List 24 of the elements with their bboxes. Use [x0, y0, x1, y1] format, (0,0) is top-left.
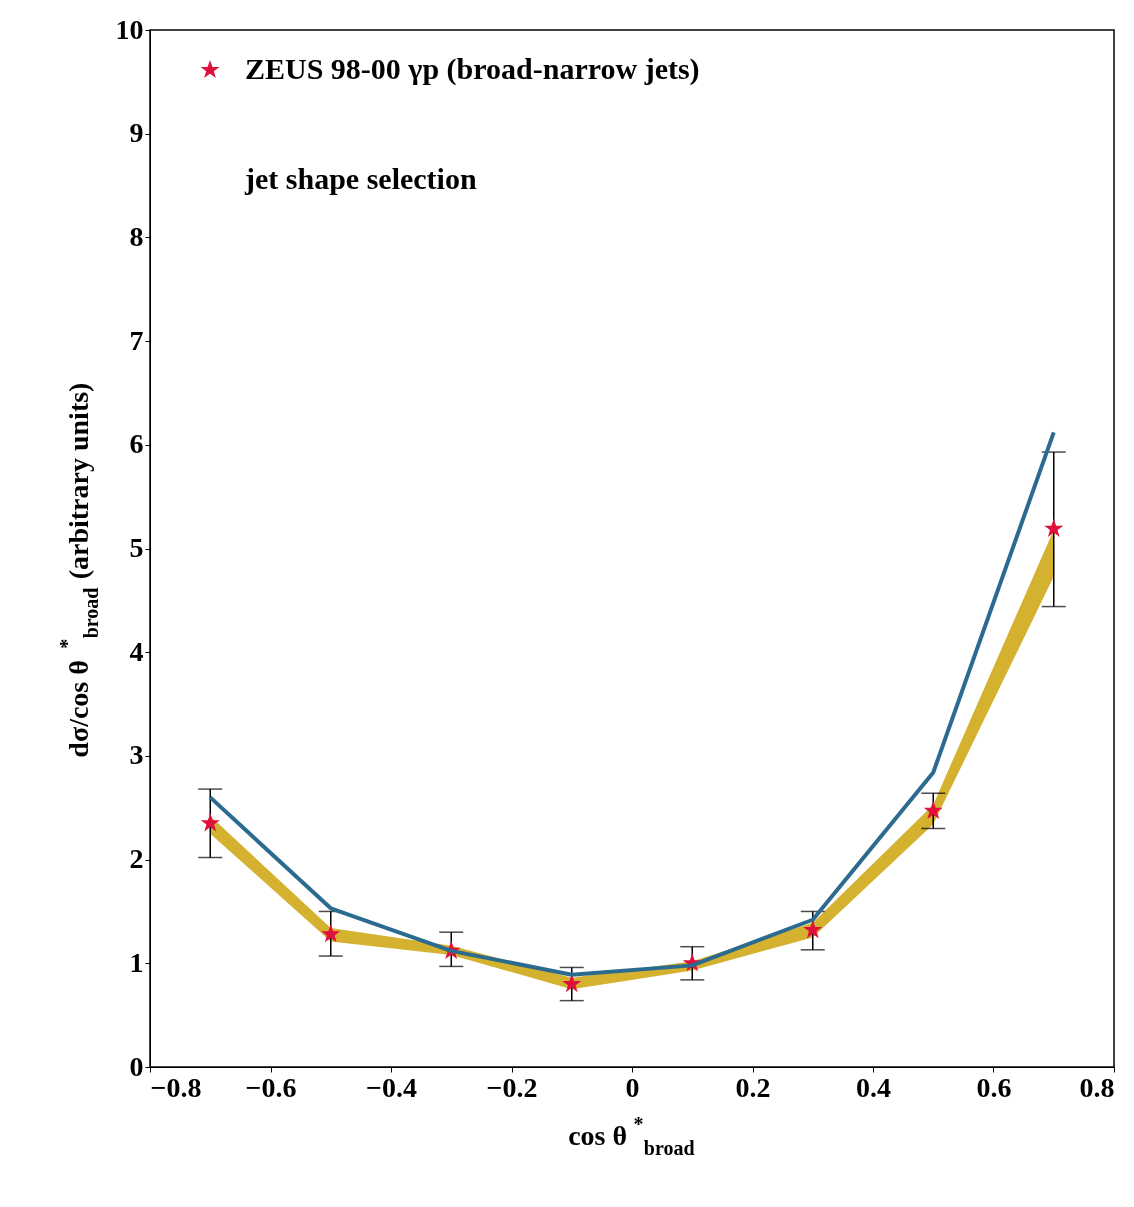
y-tick-label: 4 — [129, 635, 144, 667]
x-tick-label: 0.4 — [856, 1071, 891, 1103]
x-tick-label: −0.6 — [245, 1071, 297, 1103]
annotation: jet shape selection — [244, 162, 477, 195]
legend-label: ZEUS 98-00 γp (broad-narrow jets) — [245, 52, 700, 86]
y-tick-label: 3 — [129, 739, 144, 771]
x-tick-label: 0.2 — [735, 1071, 771, 1103]
x-axis-title: cos θ*broad — [568, 1113, 695, 1159]
x-tick-label: 0 — [625, 1071, 640, 1103]
x-tick-label: −0.8 — [150, 1071, 202, 1103]
x-tick-label: 0.6 — [976, 1071, 1012, 1103]
y-tick-label: 6 — [129, 428, 144, 460]
y-tick-label: 5 — [129, 532, 144, 563]
x-tick-label: −0.2 — [486, 1071, 538, 1103]
y-tick-label: 10 — [115, 13, 144, 45]
y-tick-label: 0 — [129, 1050, 144, 1082]
y-tick-label: 7 — [129, 324, 144, 356]
y-tick-label: 2 — [129, 843, 144, 875]
y-tick-label: 8 — [129, 220, 144, 252]
y-axis-title: dσ/cos θ*broad (arbitrary units) — [56, 382, 102, 758]
y-tick-label: 9 — [129, 117, 144, 149]
y-tick-label: 1 — [129, 946, 144, 978]
x-tick-label: 0.8 — [1079, 1071, 1115, 1103]
x-tick-label: −0.4 — [366, 1071, 417, 1103]
